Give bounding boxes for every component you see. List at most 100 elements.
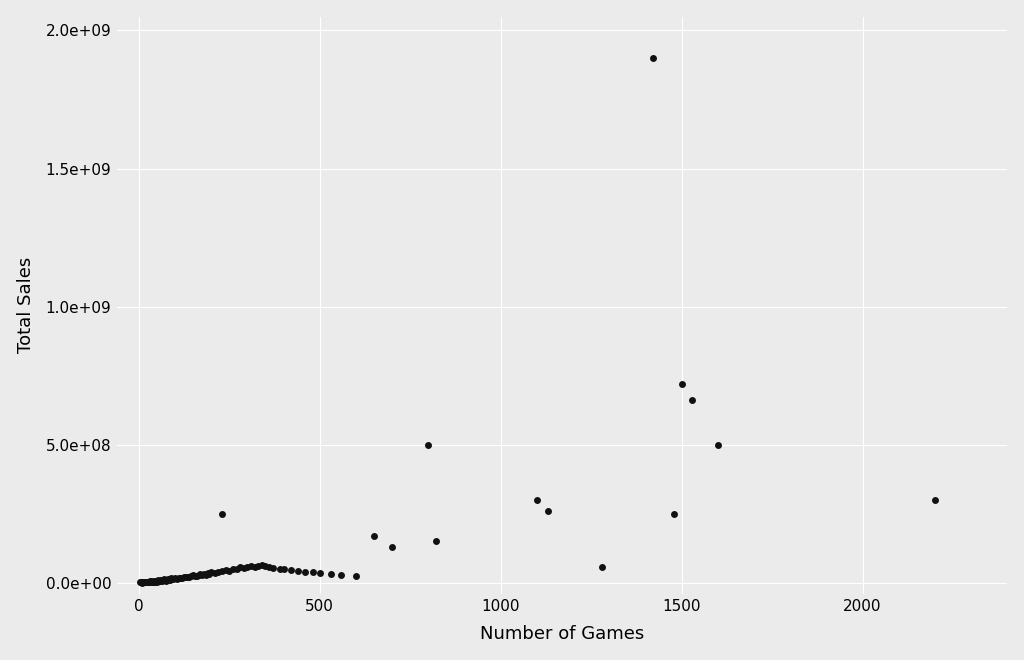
Point <box>264 563 281 574</box>
Point <box>154 576 170 586</box>
Point <box>261 562 278 572</box>
Point <box>674 379 690 389</box>
Point <box>144 577 161 587</box>
Point <box>143 576 160 586</box>
Point <box>156 575 172 585</box>
Point <box>152 576 168 587</box>
Y-axis label: Total Sales: Total Sales <box>16 257 35 353</box>
Point <box>139 577 156 587</box>
Point <box>290 566 306 576</box>
Point <box>254 560 270 570</box>
Point <box>236 563 252 574</box>
Point <box>221 566 238 576</box>
Point <box>145 576 162 587</box>
Point <box>198 570 214 580</box>
Point <box>247 562 263 573</box>
Point <box>132 577 148 587</box>
Point <box>224 564 241 575</box>
Point <box>134 577 151 587</box>
Point <box>427 536 443 546</box>
Point <box>148 576 165 587</box>
Point <box>243 561 259 572</box>
Point <box>163 573 179 583</box>
Point <box>181 572 198 582</box>
Point <box>185 570 202 581</box>
Point <box>214 508 230 519</box>
Point <box>158 576 174 586</box>
Point <box>200 568 216 578</box>
Point <box>304 567 321 578</box>
Point <box>138 576 155 587</box>
Point <box>214 566 230 576</box>
Point <box>684 395 700 406</box>
Point <box>348 570 365 581</box>
Point <box>156 574 172 585</box>
Point <box>155 575 171 585</box>
Point <box>136 577 153 587</box>
Point <box>142 577 159 587</box>
Point <box>366 531 382 541</box>
Point <box>141 576 158 587</box>
Point <box>283 565 299 576</box>
Point <box>231 562 248 573</box>
Point <box>250 560 266 571</box>
Point <box>420 440 436 450</box>
Point <box>217 565 233 576</box>
Point <box>133 578 150 588</box>
Point <box>150 575 166 585</box>
Point <box>188 570 205 581</box>
Point <box>710 440 726 450</box>
Point <box>153 575 169 585</box>
Point <box>228 564 245 574</box>
Point <box>927 494 943 505</box>
Point <box>594 562 610 573</box>
Point <box>193 569 209 579</box>
Point <box>297 566 313 577</box>
Point <box>240 562 256 572</box>
Point <box>146 577 163 587</box>
Point <box>163 574 179 585</box>
Point <box>170 572 186 583</box>
Point <box>165 574 181 584</box>
Point <box>151 576 167 586</box>
Point <box>186 571 203 581</box>
Point <box>275 564 292 575</box>
Point <box>257 561 273 572</box>
Point <box>157 575 173 585</box>
Point <box>644 53 660 63</box>
Point <box>140 577 157 587</box>
Point <box>207 568 223 578</box>
Point <box>528 494 545 505</box>
Point <box>190 570 207 580</box>
Point <box>540 506 556 516</box>
Point <box>384 541 400 552</box>
Point <box>177 572 194 582</box>
Point <box>203 567 219 578</box>
Point <box>169 574 185 584</box>
Point <box>167 573 183 583</box>
Point <box>147 576 164 587</box>
Point <box>194 570 210 580</box>
X-axis label: Number of Games: Number of Games <box>480 625 644 644</box>
Point <box>179 572 196 583</box>
Point <box>145 576 162 586</box>
Point <box>172 573 188 583</box>
Point <box>311 568 328 578</box>
Point <box>137 577 154 587</box>
Point <box>160 574 176 584</box>
Point <box>201 568 217 579</box>
Point <box>183 571 200 581</box>
Point <box>135 577 152 587</box>
Point <box>323 569 339 579</box>
Point <box>159 574 175 585</box>
Point <box>196 568 212 579</box>
Point <box>667 508 683 519</box>
Point <box>210 566 226 577</box>
Point <box>174 573 190 583</box>
Point <box>271 564 288 574</box>
Point <box>176 572 193 582</box>
Point <box>333 570 349 580</box>
Point <box>133 578 150 588</box>
Point <box>132 577 148 587</box>
Point <box>138 577 155 587</box>
